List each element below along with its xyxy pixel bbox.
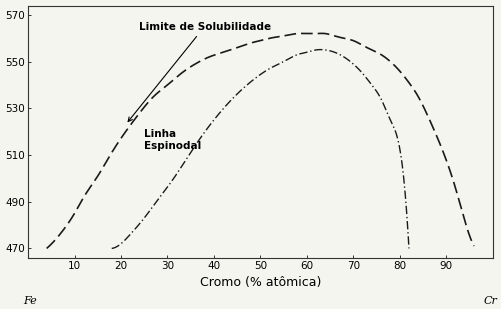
Text: Linha
Espinodal: Linha Espinodal <box>144 129 201 151</box>
Text: Cr: Cr <box>482 296 496 306</box>
Text: Fe: Fe <box>24 296 37 306</box>
X-axis label: Cromo (% atômica): Cromo (% atômica) <box>199 276 320 289</box>
Text: Limite de Solubilidade: Limite de Solubilidade <box>128 22 270 121</box>
